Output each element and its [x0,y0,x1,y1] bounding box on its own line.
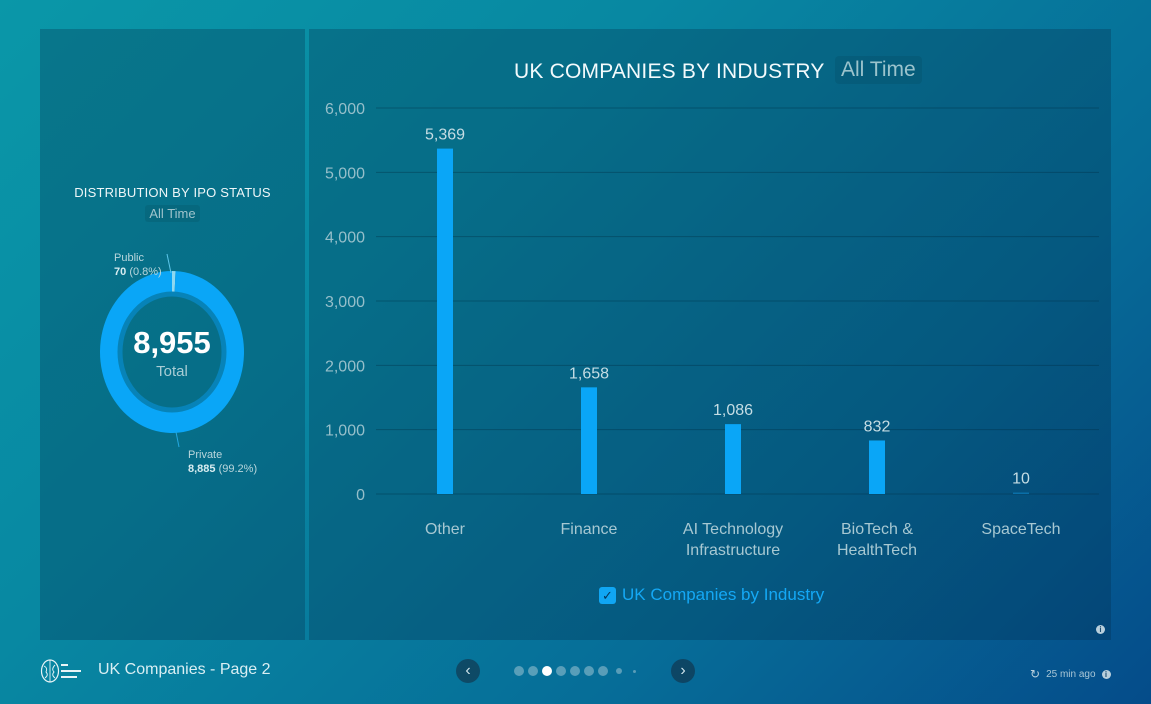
last-updated: ↻ 25 min ago i [1030,667,1111,681]
industry-panel: UK COMPANIES BY INDUSTRY All Time 0 1,000… [309,29,1111,640]
donut-slice-public[interactable] [172,271,176,295]
y-tick-label: 3,000 [325,294,365,311]
x-tick-label: BioTech & [841,521,913,538]
donut-title: DISTRIBUTION BY IPO STATUS [74,185,271,200]
ipo-status-panel: DISTRIBUTION BY IPO STATUS All Time Publ… [40,29,305,640]
page-indicator [514,666,639,676]
page-dot[interactable] [570,666,580,676]
legend-item[interactable]: ✓ UK Companies by Industry [599,585,824,605]
page-dot[interactable] [598,666,608,676]
refresh-icon[interactable]: ↻ [1030,667,1041,681]
public-value: 70 [114,266,127,278]
page-title: UK Companies - Page 2 [98,661,271,678]
page-dot[interactable] [514,666,524,676]
private-value: 8,885 [188,463,216,475]
x-tick-label: HealthTech [837,542,917,559]
y-tick-label: 6,000 [325,101,365,118]
y-tick-label: 2,000 [325,358,365,375]
donut-time-range-label: All Time [145,205,200,222]
bar-1[interactable] [581,387,597,494]
bar-2[interactable] [725,424,741,494]
bar-value-label: 1,658 [569,365,609,382]
chart-time-range[interactable]: All Time [835,56,922,84]
chevron-right-icon: › [680,662,686,679]
x-tick-label: Finance [561,521,618,538]
updated-time: 25 min ago [1046,668,1096,680]
legend-checkbox[interactable]: ✓ [599,586,616,604]
chevron-left-icon: ‹ [465,662,471,679]
private-label: Private 8,885 (99.2%) [188,448,257,476]
footer-info-icon[interactable]: i [1101,669,1111,679]
bar-value-label: 1,086 [713,402,753,419]
next-page-button[interactable]: › [671,659,695,683]
chart-title: UK COMPANIES BY INDUSTRY [514,60,825,83]
page-dot[interactable] [584,666,594,676]
donut-chart [100,253,245,448]
page-dot[interactable] [616,668,622,674]
prev-page-button[interactable]: ‹ [456,659,480,683]
info-icon[interactable]: i [1096,625,1105,634]
public-name: Public [114,252,144,264]
public-leader-line [166,253,172,274]
y-tick-label: 0 [356,487,365,504]
page-dot[interactable] [633,669,636,673]
bar-chart: 0 1,000 2,000 3,000 4,000 5,000 6,000 5,369 Othe… [325,101,1099,559]
x-tick-label: SpaceTech [981,521,1060,538]
deep-knowledge-analytics-logo [40,659,81,683]
bar-value-label: 10 [1012,471,1030,488]
page-dot[interactable] [542,666,552,676]
page-dot[interactable] [528,666,538,676]
x-tick-label: Other [425,521,466,538]
y-tick-label: 4,000 [325,230,365,247]
legend-label: UK Companies by Industry [622,585,825,604]
public-pct: (0.8%) [129,266,162,278]
private-leader-line [175,431,180,448]
donut-total-label: Total [156,363,188,380]
bar-4[interactable] [1013,492,1029,495]
y-tick-label: 5,000 [325,165,365,182]
x-tick-label: AI Technology [683,521,783,538]
private-pct: (99.2%) [218,463,258,475]
y-tick-label: 1,000 [325,423,365,440]
bar-value-label: 5,369 [425,127,465,144]
bar-value-label: 832 [864,418,891,435]
private-name: Private [188,449,223,461]
public-label: Public 70 (0.8%) [114,251,162,279]
page-dot[interactable] [556,666,566,676]
donut-time-range[interactable]: All Time [40,205,305,222]
donut-inner-ring [117,291,227,413]
bar-0[interactable] [437,148,453,494]
x-tick-label: Infrastructure [686,542,780,559]
donut-total-value: 8,955 [133,325,211,360]
bar-3[interactable] [869,440,885,494]
